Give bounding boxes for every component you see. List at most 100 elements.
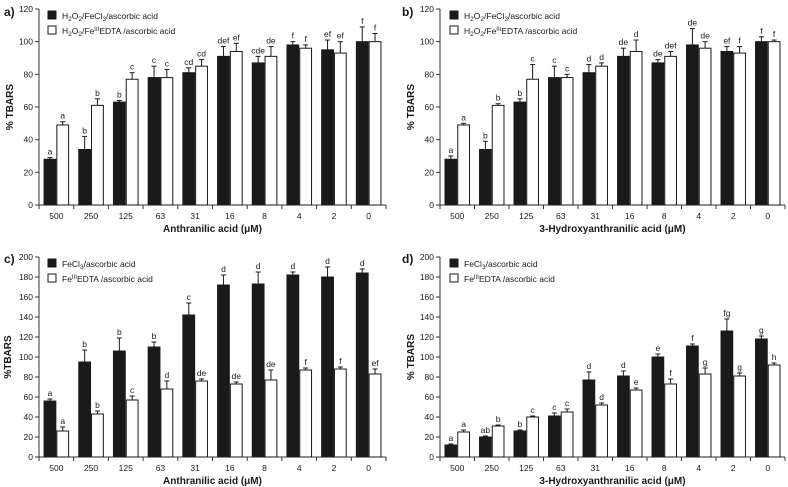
bar-dark [444, 444, 458, 458]
panel-label-d: d) [402, 252, 413, 266]
bar-light [698, 373, 712, 458]
bar-light [229, 50, 243, 206]
significance-letter: d [599, 392, 604, 402]
x-axis-title: 3-Hydroxyanthranilic acid (μM) [539, 476, 685, 487]
legend-swatch-dark [449, 258, 459, 268]
significance-letter: de [266, 36, 276, 46]
legend-entry: FeCl3/ascorbic acid [464, 259, 538, 271]
legend-text-part: H [464, 26, 470, 36]
y-tick-label: 100 [19, 37, 33, 47]
bar-dark [286, 274, 300, 458]
bar-dark [112, 101, 126, 206]
bar-dark [755, 338, 768, 458]
legend-text-part: H [464, 11, 470, 21]
significance-letter: ef [324, 29, 332, 39]
significance-letter: de [700, 31, 710, 41]
bar-light [595, 404, 608, 458]
bar-dark [251, 283, 265, 458]
legend-text-part: O [474, 26, 481, 36]
y-tick-label: 160 [420, 292, 434, 302]
legend-entry: FeIIIEDTA /ascorbic acid [464, 274, 555, 284]
significance-letter: b [518, 88, 523, 98]
bar-dark [582, 72, 596, 206]
legend-text-part: III [474, 275, 479, 281]
legend-swatch-dark [449, 10, 459, 20]
significance-letter: b [496, 93, 501, 103]
significance-letter: de [653, 49, 663, 59]
x-tick-label: 250 [84, 211, 98, 221]
y-tick-label: 20 [24, 432, 34, 442]
bar-dark [355, 41, 369, 206]
significance-letter: f [339, 356, 342, 366]
bar-dark [78, 361, 92, 458]
bar-dark [651, 62, 665, 206]
bar-light [698, 47, 712, 206]
legend-text-part: /FeCl [82, 11, 102, 21]
bar-light [333, 368, 347, 458]
significance-letter: f [304, 34, 307, 44]
bar-light [368, 41, 382, 206]
x-tick-label: 63 [556, 211, 566, 221]
legend-text-part: FeCl [464, 259, 482, 269]
significance-letter: b [117, 327, 122, 337]
significance-letter: f [669, 368, 672, 378]
x-tick-label: 31 [591, 211, 601, 221]
legend-text-part: 3 [504, 16, 508, 23]
significance-letter: a [48, 388, 53, 398]
y-tick-label: 120 [19, 4, 33, 14]
legend-text-part: O [72, 26, 79, 36]
bar-dark [321, 49, 334, 206]
panel-label-c: c) [4, 252, 15, 266]
bar-dark [617, 55, 630, 206]
significance-letter: f [361, 16, 364, 26]
significance-letter: b [95, 88, 100, 98]
y-axis-title: % TBARS [5, 84, 16, 130]
significance-letter: d [325, 256, 330, 266]
x-tick-label: 125 [119, 211, 133, 221]
bar-light [595, 65, 608, 206]
bar-dark [147, 77, 161, 206]
significance-letter: c [130, 385, 135, 395]
bar-dark [43, 158, 57, 206]
legend-text-part: O [474, 11, 481, 21]
bar-dark [43, 400, 57, 458]
x-tick-label: 63 [156, 463, 166, 473]
significance-letter: f [760, 26, 763, 36]
y-tick-label: 40 [425, 412, 435, 422]
significance-letter: d [221, 264, 226, 274]
x-tick-label: 16 [625, 211, 635, 221]
legend-text-part: /ascorbic acid [84, 259, 136, 269]
x-tick-label: 63 [156, 211, 166, 221]
significance-letter: de [619, 37, 629, 47]
x-tick-label: 0 [366, 211, 371, 221]
significance-letter: ab [481, 425, 491, 435]
y-tick-label: 0 [429, 452, 434, 462]
legend-text-part: 3 [482, 264, 486, 271]
y-tick-label: 80 [24, 372, 34, 382]
significance-letter: def [218, 36, 230, 46]
y-tick-label: 140 [420, 312, 434, 322]
significance-letter: fg [723, 308, 730, 318]
y-tick-label: 120 [420, 332, 434, 342]
bar-dark [355, 272, 369, 458]
legend-text-part: /ascorbic acid [106, 11, 158, 21]
x-tick-label: 2 [731, 211, 736, 221]
bar-dark [755, 41, 768, 206]
x-tick-label: 250 [485, 463, 499, 473]
legend-text-part: Fe [62, 274, 72, 284]
x-tick-label: 4 [696, 211, 701, 221]
bar-light [299, 369, 313, 458]
bar-dark [217, 55, 230, 206]
bar-dark [286, 44, 300, 206]
significance-letter: cde [251, 45, 265, 55]
x-tick-label: 31 [190, 211, 200, 221]
significance-letter: g [737, 362, 742, 372]
bar-dark [651, 356, 665, 458]
legend-entry: H2O2/FeIIIEDTA /ascorbic acid [62, 26, 175, 38]
x-axis-title: Anthranilic acid (μM) [163, 476, 262, 487]
y-tick-label: 60 [24, 392, 34, 402]
bar-light [526, 78, 539, 206]
x-tick-label: 31 [190, 463, 200, 473]
significance-letter: b [483, 130, 488, 140]
